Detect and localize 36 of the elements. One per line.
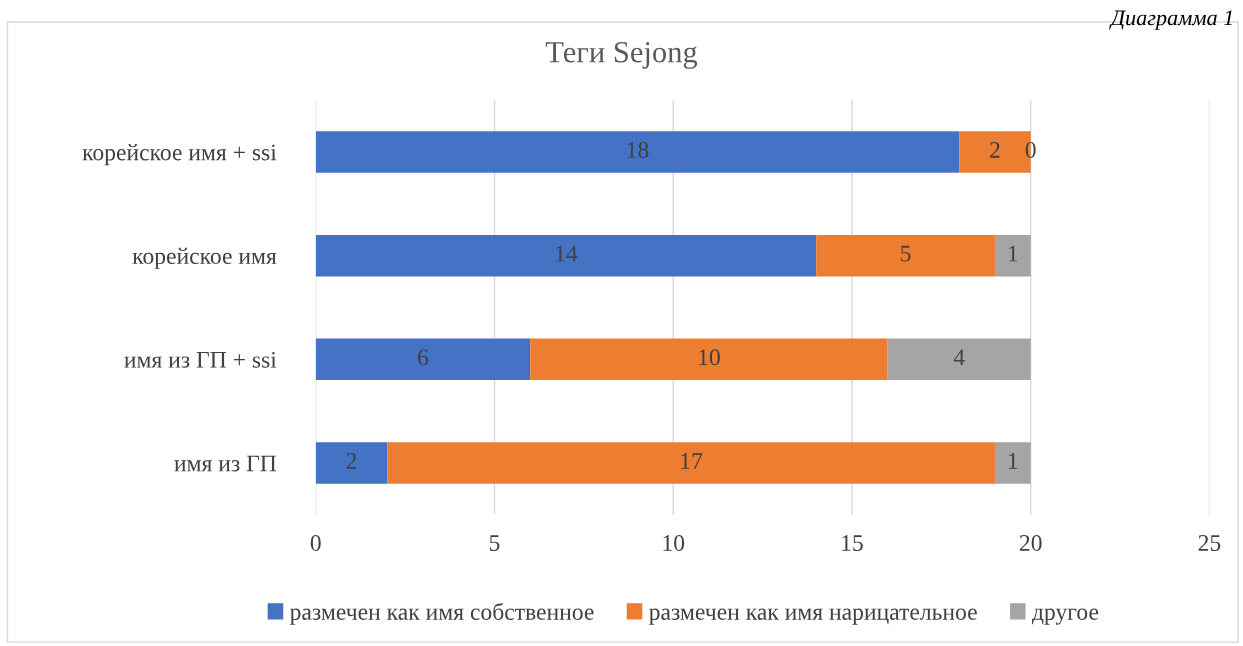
data-label: 1 — [1009, 453, 1018, 469]
bar — [315, 131, 960, 173]
bar — [887, 338, 1031, 381]
chart-title: Теги Sejong — [545, 41, 698, 69]
y-tick-label: имя из ГП — [174, 455, 277, 472]
x-tick-label: 20 — [1019, 534, 1042, 551]
data-label: 2 — [990, 142, 1000, 158]
data-label: 2 — [346, 453, 357, 469]
data-label: 6 — [418, 349, 429, 366]
bar — [994, 234, 1031, 277]
legend-label: размечен как имя нарицательное — [649, 608, 977, 625]
bar — [315, 338, 531, 381]
x-tick-label: 25 — [1198, 535, 1221, 551]
y-tick-label: корейское имя — [132, 247, 277, 269]
data-label: 4 — [953, 349, 965, 366]
data-label: 17 — [681, 453, 703, 469]
bar — [816, 234, 995, 277]
data-label: 18 — [627, 141, 649, 158]
legend-label: другое — [1031, 608, 1099, 625]
x-tick-label: 15 — [842, 535, 863, 551]
bar — [315, 442, 388, 484]
bar — [994, 442, 1031, 484]
legend-label: размечен как имя собственное — [290, 602, 594, 625]
y-tick-label: корейское имя + ssi — [82, 144, 277, 166]
x-tick-label: 10 — [663, 534, 685, 551]
bar — [530, 338, 888, 381]
data-label: 5 — [901, 245, 911, 262]
bar — [315, 234, 817, 277]
x-tick-label: 5 — [489, 535, 500, 551]
x-tick-label: 0 — [310, 534, 321, 551]
y-tick-label: имя из ГП + ssi — [124, 351, 277, 368]
data-label: 10 — [699, 349, 720, 366]
data-label: 1 — [1009, 245, 1018, 262]
bar — [387, 442, 995, 484]
data-label: 14 — [556, 245, 578, 262]
text: Диаграмма 1 — [1109, 10, 1232, 30]
